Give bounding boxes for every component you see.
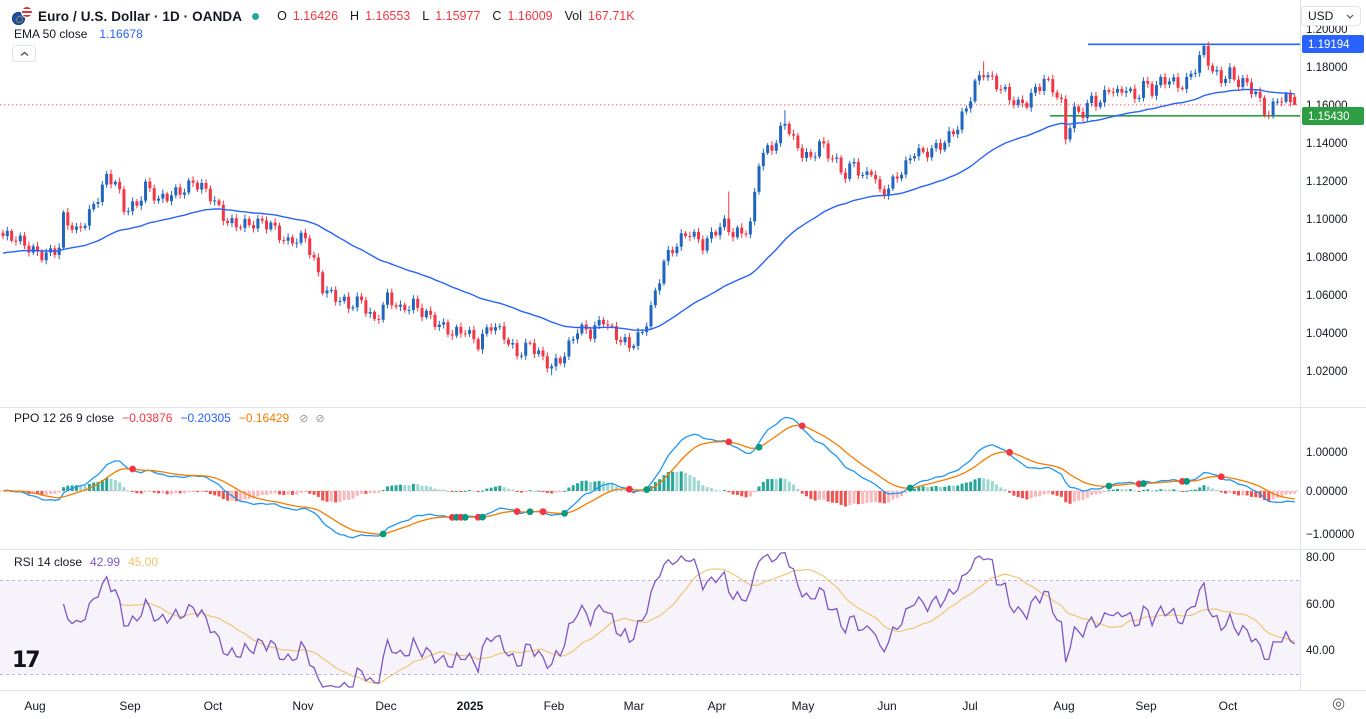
time-axis-tick: Aug	[1053, 699, 1074, 713]
price-axis-tick: 1.08000	[1306, 252, 1348, 264]
time-axis-tick: Dec	[375, 699, 396, 713]
ppo-marker-toggle-icon[interactable]: ⊘	[299, 412, 309, 425]
time-axis-tick: Feb	[544, 699, 565, 713]
ema-legend[interactable]: EMA 50 close 1.16678	[14, 27, 143, 41]
chevron-down-icon	[1346, 14, 1354, 19]
rsi-axis-tick: 80.00	[1306, 552, 1335, 564]
ppo-label: PPO 12 26 9 close	[14, 411, 115, 425]
candles-layer	[1, 41, 1297, 376]
price-axis-tick: 1.14000	[1306, 138, 1348, 150]
price-tag	[1302, 107, 1364, 125]
low-value: 1.15977	[435, 9, 481, 23]
low-label: L	[422, 9, 430, 23]
ema50-line	[2, 88, 1295, 331]
ppo-signal-value: −0.16429	[238, 411, 290, 425]
price-axis-tick: 1.12000	[1306, 176, 1348, 188]
price-tag-value: 1.19194	[1308, 39, 1350, 51]
symbol-header[interactable]: Euro / U.S. Dollar · 1D · OANDA O 1.1642…	[12, 7, 641, 25]
time-axis-tick: Jul	[962, 699, 977, 713]
volume-label: Vol	[564, 9, 583, 23]
time-axis-tick: Apr	[708, 699, 727, 713]
symbol-title[interactable]: Euro / U.S. Dollar · 1D · OANDA	[38, 8, 243, 24]
ppo-signal-line	[2, 424, 1295, 535]
rsi-ma-value: 45.00	[128, 555, 159, 569]
ppo-line	[2, 416, 1295, 539]
open-label: O	[277, 9, 287, 23]
time-axis-tick: Sep	[119, 699, 141, 713]
time-axis-tick: Mar	[624, 699, 645, 713]
ppo-line-value: −0.20305	[180, 411, 231, 425]
price-tag	[1302, 35, 1364, 53]
timezone-target-icon[interactable]: ◎	[1332, 695, 1346, 712]
tradingview-logo[interactable]: 17	[12, 648, 41, 673]
price-axis-tick: 1.06000	[1306, 290, 1348, 302]
rsi-ma-line	[119, 568, 1295, 685]
time-axis-tick: May	[792, 699, 815, 713]
volume-value: 167.71K	[588, 9, 635, 23]
time-axis-tick: Jun	[877, 699, 896, 713]
ppo-marker-toggle2-icon[interactable]: ⊘	[315, 412, 325, 425]
currency-unit-label: USD	[1308, 9, 1334, 23]
price-tag-value: 1.15430	[1308, 111, 1350, 123]
ema-label: EMA 50 close	[14, 27, 88, 41]
time-axis-tick: 2025	[457, 699, 484, 713]
rsi-axis-tick: 40.00	[1306, 645, 1335, 657]
price-axis-tick: 1.10000	[1306, 214, 1348, 226]
rsi-value: 42.99	[90, 555, 121, 569]
open-value: 1.16426	[292, 9, 339, 23]
ppo-axis-tick: −1.00000	[1306, 529, 1354, 541]
time-axis-tick: Oct	[1219, 699, 1238, 713]
chevron-up-icon	[20, 51, 28, 56]
price-axis-tick: 1.18000	[1306, 62, 1348, 74]
ppo-cross-markers	[129, 422, 1225, 538]
rsi-line	[62, 551, 1296, 688]
high-label: H	[350, 9, 360, 23]
ppo-axis-tick: 1.00000	[1306, 447, 1348, 459]
time-axis-tick: Sep	[1135, 699, 1157, 713]
ppo-legend[interactable]: PPO 12 26 9 close −0.03876 −0.20305 −0.1…	[14, 411, 325, 425]
price-axis-tick: 1.20000	[1306, 24, 1348, 36]
time-axis-tick: Oct	[204, 699, 223, 713]
price-axis-tick: 1.02000	[1306, 366, 1348, 378]
collapse-legend-button[interactable]	[12, 45, 36, 62]
ema-value: 1.16678	[99, 27, 143, 41]
high-value: 1.16553	[365, 9, 411, 23]
rsi-axis-tick: 60.00	[1306, 599, 1335, 611]
currency-unit-selector[interactable]: USD	[1301, 6, 1361, 26]
time-axis-tick: Aug	[24, 699, 45, 713]
ppo-hist-value: −0.03876	[122, 411, 173, 425]
close-value: 1.16009	[507, 9, 553, 23]
close-label: C	[492, 9, 502, 23]
rsi-legend[interactable]: RSI 14 close 42.99 45.00	[14, 555, 158, 569]
market-open-dot-icon	[252, 12, 260, 20]
ppo-axis-tick: 0.00000	[1306, 486, 1348, 498]
rsi-label: RSI 14 close	[14, 555, 83, 569]
time-axis-tick: Nov	[292, 699, 313, 713]
price-axis-tick: 1.04000	[1306, 328, 1348, 340]
ppo-histogram	[10, 471, 1297, 507]
pair-logo-icon	[12, 7, 32, 25]
